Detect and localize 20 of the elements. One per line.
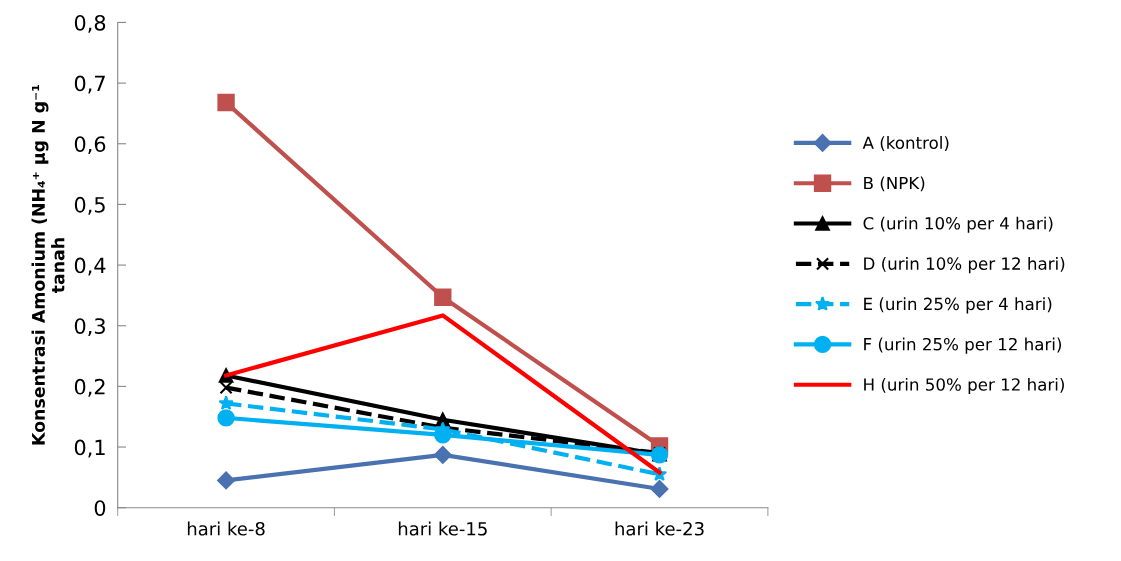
legend-label: B (NPK) [864,176,925,192]
y-tick-label: 0,2 [74,378,105,397]
y-tick-label: 0,1 [74,439,105,458]
y-tick-label: 0,3 [74,318,105,337]
legend-label: E (urin 25% per 4 hari) [864,297,1052,314]
legend-label: D (urin 10% per 12 hari) [864,257,1065,274]
x-tick-label: hari ke-8 [187,521,265,536]
legend-label: F (urin 25% per 12 hari) [864,337,1062,354]
x-tick-label: hari ke-23 [615,521,704,536]
y-tick-label: 0,6 [74,136,106,155]
y-tick-label: 0,4 [74,257,106,276]
x-tick-label: hari ke-15 [398,521,487,536]
y-tick-label: 0,7 [74,75,105,94]
y-tick-label: 0 [94,500,106,516]
y-tick-label: 0,5 [74,196,105,215]
y-tick-label: 0,8 [74,14,106,33]
legend-label: C (urin 10% per 4 hari) [863,216,1053,233]
legend-label: A (kontrol) [862,136,949,151]
y-axis-title: Konsentrasi Amonium (NH₄⁺ μg N g⁻¹ tanah [31,85,65,445]
legend-label: H (urin 50% per 12 hari) [864,377,1064,395]
